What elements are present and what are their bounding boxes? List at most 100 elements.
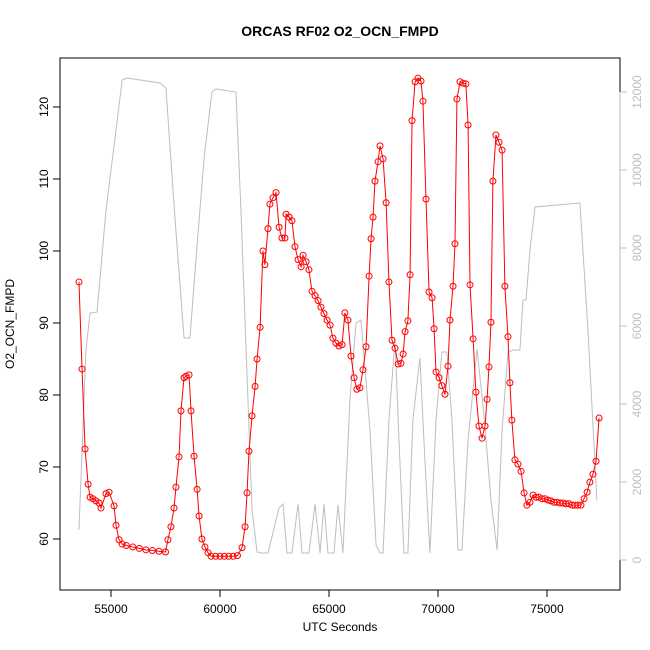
- data-point: [264, 225, 272, 233]
- data-point: [329, 334, 337, 342]
- x-tick-label: 55000: [94, 602, 128, 616]
- y2-tick-label: 12000: [630, 75, 644, 109]
- data-point: [419, 97, 427, 105]
- data-point: [314, 297, 322, 305]
- data-point: [592, 457, 600, 465]
- data-point: [338, 341, 346, 349]
- data-point: [269, 194, 277, 202]
- data-point: [291, 243, 299, 251]
- data-point: [495, 138, 503, 146]
- data-point: [81, 445, 89, 453]
- data-point: [526, 498, 534, 506]
- data-point: [341, 309, 349, 317]
- data-point: [382, 199, 390, 207]
- data-point: [311, 292, 319, 300]
- data-point: [78, 365, 86, 373]
- data-point: [492, 131, 500, 139]
- data-point: [288, 217, 296, 225]
- data-point: [504, 333, 512, 341]
- data-point: [462, 80, 470, 88]
- data-point: [428, 294, 436, 302]
- data-point: [323, 316, 331, 324]
- data-point: [299, 251, 307, 259]
- data-point: [391, 344, 399, 352]
- data-point: [397, 359, 405, 367]
- data-point: [320, 310, 328, 318]
- data-point: [371, 177, 379, 185]
- data-point: [122, 541, 130, 549]
- x-tick-label: 75000: [530, 602, 564, 616]
- data-point: [406, 271, 414, 279]
- data-point: [544, 496, 552, 504]
- data-point: [167, 523, 175, 531]
- data-point: [201, 543, 209, 551]
- data-point: [408, 117, 416, 125]
- data-point: [105, 488, 113, 496]
- y2-tick-label: 10000: [630, 153, 644, 187]
- data-point: [207, 552, 215, 560]
- data-point: [193, 485, 201, 493]
- data-point: [464, 121, 472, 129]
- data-point: [487, 318, 495, 326]
- data-point: [216, 552, 224, 560]
- y2-tick-label: 6000: [630, 312, 644, 339]
- data-point: [435, 374, 443, 382]
- data-point: [365, 272, 373, 280]
- data-point: [483, 395, 491, 403]
- data-point: [394, 360, 402, 368]
- y-axis-label: O2_OCN_FMPD: [3, 279, 17, 369]
- data-point: [259, 247, 267, 255]
- data-point: [118, 540, 126, 548]
- data-point: [444, 362, 452, 370]
- data-point: [142, 546, 150, 554]
- data-point: [190, 452, 198, 460]
- data-point: [164, 536, 172, 544]
- data-point: [376, 142, 384, 150]
- data-point: [350, 374, 358, 382]
- data-point: [326, 321, 334, 329]
- y-tick-label: 100: [37, 241, 51, 261]
- x-tick-label: 70000: [421, 602, 455, 616]
- data-point: [388, 336, 396, 344]
- y-tick-label: 80: [37, 388, 51, 402]
- data-point: [517, 467, 525, 475]
- chart-title: ORCAS RF02 O2_OCN_FMPD: [241, 23, 439, 39]
- data-point: [180, 374, 188, 382]
- data-point: [514, 460, 522, 468]
- y2-tick-label: 2000: [630, 468, 644, 495]
- data-point: [577, 501, 585, 509]
- data-point: [485, 363, 493, 371]
- data-point: [589, 470, 597, 478]
- data-point: [256, 323, 264, 331]
- data-point: [469, 335, 477, 343]
- data-point: [459, 79, 467, 87]
- data-point: [129, 543, 137, 551]
- data-point: [212, 552, 220, 560]
- data-point: [148, 547, 156, 555]
- data-point: [379, 155, 387, 163]
- data-point: [404, 317, 412, 325]
- data-point: [595, 414, 603, 422]
- y-tick-label: 60: [37, 532, 51, 546]
- data-point: [374, 158, 382, 166]
- data-point: [478, 434, 486, 442]
- data-point: [367, 235, 375, 243]
- data-point: [472, 388, 480, 396]
- data-point: [508, 416, 516, 424]
- data-point: [520, 489, 528, 497]
- data-point: [580, 495, 588, 503]
- data-point: [135, 544, 143, 552]
- series-line: [78, 77, 598, 554]
- data-point: [466, 281, 474, 289]
- data-point: [399, 350, 407, 358]
- data-point: [362, 343, 370, 351]
- data-point: [422, 195, 430, 203]
- y2-tick-label: 4000: [630, 390, 644, 417]
- data-point: [281, 234, 289, 242]
- data-point: [251, 382, 259, 390]
- plot-frame: [59, 57, 621, 591]
- data-point: [317, 303, 325, 311]
- data-point: [229, 552, 237, 560]
- data-point: [220, 552, 228, 560]
- data-point: [297, 263, 305, 271]
